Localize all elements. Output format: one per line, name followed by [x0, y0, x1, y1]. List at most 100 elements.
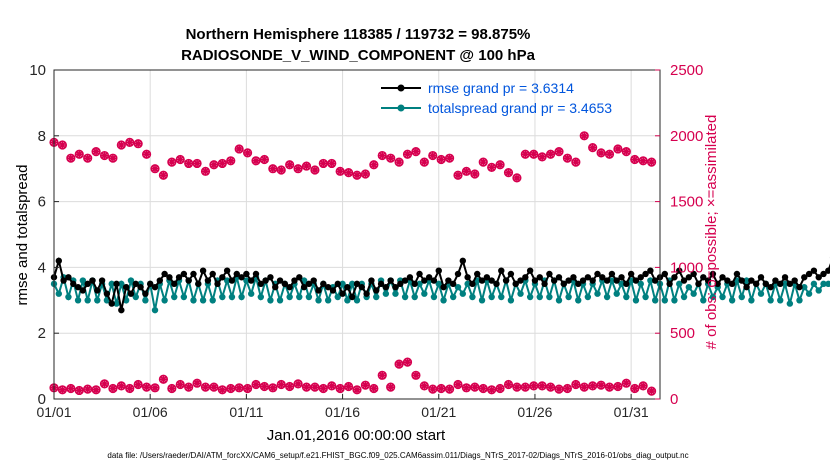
- totalspread-point: [719, 293, 726, 301]
- obs-possible-marker: [200, 382, 211, 392]
- rmse-point: [680, 277, 688, 284]
- obs-possible-marker: [343, 381, 354, 392]
- x-tick-label: 01/21: [421, 404, 456, 420]
- y-axis-right: 0 500 1000 1500 2000 2500: [655, 62, 703, 408]
- rmse-point: [647, 267, 654, 274]
- obs-possible-marker: [444, 153, 455, 163]
- obs-possible-marker: [83, 153, 93, 163]
- totalspread-point: [526, 293, 534, 301]
- obs-assimilated-marker: [109, 154, 117, 162]
- legend-spread-label: totalspread grand pr = 3.4653: [428, 100, 612, 116]
- obs-assimilated-marker: [589, 144, 597, 152]
- totalspread-point: [353, 297, 361, 304]
- totalspread-point: [709, 293, 717, 301]
- rmse-point: [560, 280, 568, 288]
- totalspread-point: [411, 293, 418, 301]
- totalspread-point: [305, 293, 313, 301]
- obs-assimilated-marker: [319, 384, 327, 392]
- rmse-point: [329, 287, 337, 294]
- rmse-point: [550, 277, 558, 284]
- totalspread-point: [546, 293, 553, 301]
- obs-possible-marker: [487, 385, 497, 395]
- totalspread-point: [118, 280, 125, 288]
- totalspread-point: [127, 277, 135, 284]
- obs-assimilated-marker: [185, 383, 193, 391]
- y-tick-label-right: 500: [670, 325, 695, 342]
- obs-possible-marker: [503, 379, 514, 390]
- rmse-point: [267, 274, 274, 281]
- totalspread-point: [267, 297, 274, 304]
- totalspread-point: [180, 293, 188, 301]
- obs-possible-marker: [520, 382, 530, 392]
- rmse-point: [781, 274, 789, 281]
- y-axis-left: 0 2 4 6 8 10: [29, 62, 59, 408]
- rmse-point: [728, 280, 736, 288]
- rmse-point: [454, 270, 462, 278]
- obs-assimilated-marker: [555, 148, 563, 156]
- obs-assimilated-marker: [227, 384, 235, 392]
- totalspread-point: [238, 293, 245, 301]
- obs-assimilated-marker: [378, 371, 386, 379]
- x-tick-label: 01/31: [614, 404, 649, 420]
- obs-assimilated-marker: [92, 386, 100, 394]
- obs-possible-marker: [495, 383, 505, 394]
- obs-assimilated-marker: [395, 360, 403, 368]
- obs-possible-marker: [646, 157, 657, 167]
- obs-assimilated-marker: [404, 150, 411, 158]
- totalspread-point: [464, 280, 471, 288]
- rmse-point: [368, 277, 375, 284]
- obs-possible-marker: [268, 164, 278, 174]
- obs-assimilated-marker: [513, 383, 521, 391]
- obs-assimilated-marker: [496, 161, 504, 169]
- obs-assimilated-marker: [294, 165, 302, 173]
- obs-assimilated-marker: [345, 382, 353, 390]
- obs-assimilated-marker: [505, 381, 512, 389]
- obs-possible-marker: [150, 164, 160, 174]
- obs-possible-marker: [184, 382, 194, 392]
- obs-assimilated-marker: [479, 384, 487, 392]
- obs-assimilated-marker: [648, 158, 656, 166]
- obs-possible-marker: [428, 150, 438, 161]
- totalspread-point: [738, 293, 745, 301]
- obs-assimilated-marker: [648, 387, 656, 395]
- plot-area: [54, 70, 660, 399]
- obs-assimilated-marker: [202, 167, 209, 175]
- rmse-point: [74, 283, 82, 291]
- obs-possible-marker: [571, 379, 581, 390]
- totalspread-point: [478, 297, 486, 304]
- rmse-point: [252, 270, 260, 278]
- rmse-point: [315, 287, 322, 294]
- rmse-point: [262, 277, 269, 284]
- obs-possible-marker: [369, 160, 379, 170]
- obs-assimilated-marker: [606, 383, 613, 391]
- obs-assimilated-marker: [454, 381, 462, 389]
- obs-possible-marker: [554, 146, 564, 157]
- obs-assimilated-marker: [126, 138, 134, 146]
- obs-assimilated-marker: [429, 385, 437, 393]
- obs-possible-marker: [327, 158, 337, 169]
- rmse-point: [690, 270, 697, 278]
- rmse-point: [724, 277, 731, 284]
- totalspread-point: [94, 297, 101, 304]
- rmse-point: [291, 277, 298, 284]
- obs-possible-marker: [200, 166, 211, 176]
- totalspread-point: [805, 290, 813, 297]
- obs-possible-marker: [377, 150, 387, 161]
- obs-assimilated-marker: [530, 382, 538, 390]
- obs-possible-marker: [487, 162, 497, 172]
- obs-assimilated-marker: [159, 375, 167, 383]
- totalspread-point: [257, 293, 265, 301]
- rmse-point: [421, 277, 428, 284]
- obs-assimilated-marker: [303, 383, 310, 391]
- rmse-point: [536, 274, 543, 281]
- obs-possible-marker: [352, 170, 362, 180]
- obs-assimilated-marker: [530, 150, 538, 158]
- rmse-point: [810, 267, 818, 274]
- obs-possible-marker: [453, 170, 463, 180]
- rmse-point: [498, 267, 505, 274]
- rmse-point: [719, 274, 726, 281]
- rmse-point: [310, 277, 317, 284]
- totalspread-point: [786, 300, 794, 307]
- y-axis-left-label: rmse and totalspread: [14, 165, 31, 306]
- rmse-point: [103, 290, 111, 297]
